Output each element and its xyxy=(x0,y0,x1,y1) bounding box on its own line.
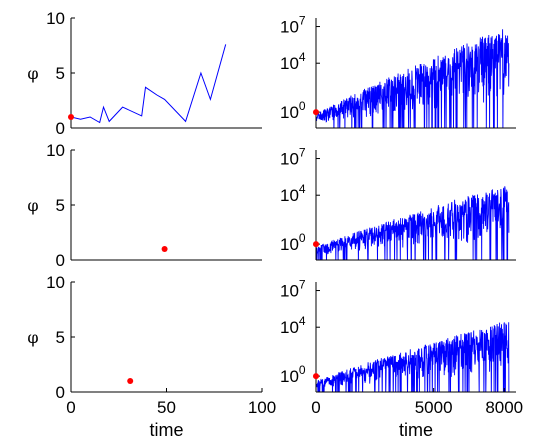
series-trace xyxy=(316,322,510,392)
y-tick-label: 0 xyxy=(56,119,65,138)
panel-1: 0 5 10 φ xyxy=(27,9,262,138)
y-tick-label: 100 xyxy=(280,363,306,386)
panel-2: 107 104 100 xyxy=(280,14,516,129)
series-line-1 xyxy=(71,44,227,124)
y-tick-label: 100 xyxy=(280,99,306,122)
x-tick-label: 5000 xyxy=(415,398,453,417)
panel-4: 107 104 100 xyxy=(280,146,516,261)
panel-3: 0 5 10 φ xyxy=(27,141,262,270)
red-marker-point xyxy=(68,114,74,120)
series-trace xyxy=(316,29,510,128)
y-tick-label: 5 xyxy=(56,196,65,215)
x-tick-label: 0 xyxy=(311,398,320,417)
x-tick-label: 0 xyxy=(66,398,75,417)
y-tick-label: 0 xyxy=(56,383,65,402)
x-axis-label: time xyxy=(399,420,433,440)
red-marker-point xyxy=(313,241,319,248)
y-axis-label: φ xyxy=(27,64,38,83)
y-tick-label: 107 xyxy=(280,146,306,169)
y-tick-label: 107 xyxy=(280,14,306,37)
y-tick-label: 104 xyxy=(280,50,306,73)
red-marker-point xyxy=(313,109,319,116)
y-tick-label: 5 xyxy=(56,328,65,347)
series-trace xyxy=(316,186,510,260)
y-tick-label: 107 xyxy=(280,278,306,301)
y-tick-label: 104 xyxy=(280,314,306,337)
y-axis-label: φ xyxy=(27,328,38,347)
x-axis-label: time xyxy=(149,420,183,440)
y-tick-label: 10 xyxy=(46,9,65,28)
panel-6: 107 104 100 0 5000 8000 time xyxy=(280,278,523,440)
y-tick-label: 5 xyxy=(56,64,65,83)
red-marker-point xyxy=(161,246,168,252)
x-tick-label: 50 xyxy=(157,398,176,417)
y-tick-label: 100 xyxy=(280,231,306,254)
x-tick-label: 100 xyxy=(248,398,276,417)
y-tick-label: 10 xyxy=(46,141,65,160)
red-marker-point xyxy=(313,373,319,380)
y-axis-label: φ xyxy=(27,196,38,215)
x-tick-label: 8000 xyxy=(485,398,523,417)
red-marker-point xyxy=(127,378,134,384)
y-tick-label: 104 xyxy=(280,182,306,205)
y-tick-label: 0 xyxy=(56,251,65,270)
y-tick-label: 10 xyxy=(46,273,65,292)
